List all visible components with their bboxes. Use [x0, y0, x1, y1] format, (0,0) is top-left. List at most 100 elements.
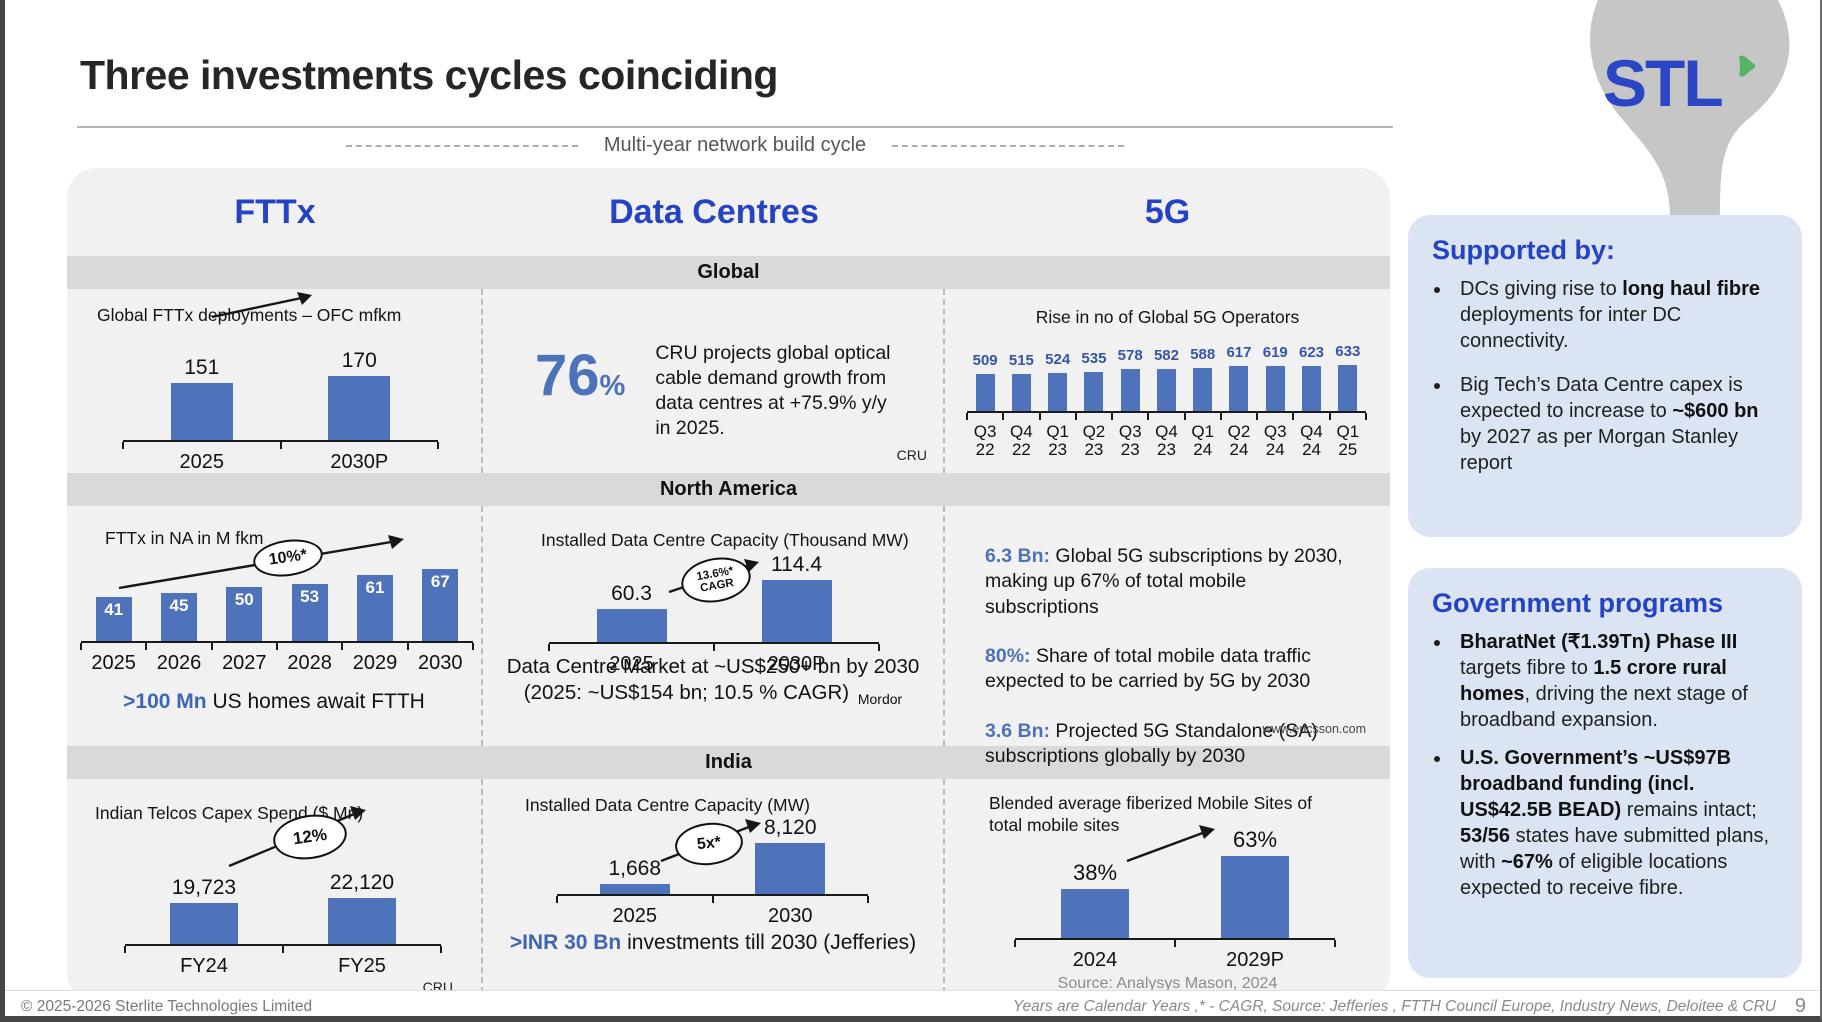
- source-label: Source: Analysys Mason, 2024: [1057, 975, 1278, 992]
- chart-title: Installed Data Centre Capacity (MW): [525, 795, 810, 815]
- india-dc-capacity-chart: 1,668 8,120 2025 2030: [556, 815, 869, 928]
- x-axis-label: Q4 22: [1010, 422, 1033, 460]
- bars-area: 19,723 22,120: [125, 871, 441, 944]
- x-axis-label: Q3 22: [973, 422, 997, 460]
- trend-arrow: [211, 292, 312, 319]
- x-axis-label: Q4 24: [1300, 422, 1323, 460]
- cell-note: Data Centre Market at ~US$250+ bn by 203…: [506, 655, 920, 704]
- bar: 53: [291, 584, 328, 641]
- x-axis: [80, 641, 474, 651]
- cell-na-fttx: FTTx in NA in M fkm 41 45 50 53 61 67 2025 202…: [67, 506, 483, 746]
- x-axis-label: 2027: [222, 652, 267, 674]
- text-segment: targets fibre to: [1460, 657, 1594, 679]
- cell-na-5g: 6.3 Bn: Global 5G subscriptions by 2030,…: [945, 506, 1390, 767]
- bars-area: 38% 63%: [1015, 827, 1335, 938]
- x-axis-label: 2025: [609, 653, 654, 675]
- bar-group: 45: [146, 592, 211, 641]
- bar: [1193, 368, 1213, 411]
- bar-value-label: 578: [1117, 347, 1143, 364]
- bar: [596, 609, 667, 642]
- text-segment: , driving the next stage of broadband ex…: [1460, 683, 1748, 731]
- 5g-stat-traffic: 80%: Share of total mobile data traffic …: [985, 644, 1353, 695]
- footer: © 2025-2026 Sterlite Technologies Limite…: [5, 990, 1820, 1016]
- stat-description: CRU projects global optical cable demand…: [655, 342, 891, 439]
- bar-value-label: 515: [1008, 351, 1034, 369]
- band-india: India: [67, 746, 1390, 779]
- bars-area: 41 45 50 53 61 67: [81, 569, 473, 641]
- bar: [1120, 369, 1140, 411]
- bar-group: 535: [1076, 350, 1112, 411]
- cell-india-data-centres: Installed Data Centre Capacity (MW) 1,66…: [483, 779, 945, 1003]
- column-header-5g: 5G: [1144, 192, 1191, 231]
- bar-group: 617: [1221, 344, 1257, 411]
- x-axis-label: Q4 23: [1155, 422, 1178, 460]
- government-programs-title: Government programs: [1432, 588, 1724, 618]
- text-segment: 1.5 crore rural homes: [1460, 657, 1727, 705]
- build-cycle-header: Multi-year network build cycle: [77, 134, 1393, 157]
- x-axis: [122, 440, 439, 450]
- bar: [1338, 365, 1358, 411]
- text-segment: Projected 5G Standalone (SA) subscriptio…: [985, 719, 1318, 768]
- text-segment: Global 5G subscriptions by 2030, making …: [985, 545, 1343, 618]
- x-axis: [548, 642, 880, 652]
- cell-note: >INR 30 Bn investments till 2030 (Jeffer…: [483, 931, 943, 955]
- x-axis-labels: 2025 2030P: [123, 451, 438, 474]
- bar-group: 578: [1112, 347, 1148, 411]
- na-fttx-chart: 41 45 50 53 61 67 2025 2026 2027 2028 2029 2030: [80, 569, 474, 675]
- x-axis-label: Q3 23: [1118, 422, 1142, 460]
- bullet-item: U.S. Government’s ~US$97B broadband fund…: [1452, 745, 1778, 901]
- bar: [1156, 368, 1176, 411]
- x-axis: [1014, 938, 1336, 948]
- bar-value-label: 535: [1081, 350, 1107, 368]
- bar: 61: [356, 575, 393, 641]
- bar: [1265, 366, 1285, 411]
- bar: 50: [226, 587, 263, 641]
- logo-swoosh-shape: [1590, 0, 1790, 218]
- cell-note: >100 Mn US homes await FTTH: [67, 690, 481, 714]
- bar: [170, 903, 238, 944]
- global-5g-operators-chart: 509 515 524 535 578 582 588 617 619 623 633 Q3 22 Q4…: [966, 339, 1367, 460]
- text-segment: >100 Mn: [123, 690, 207, 713]
- bar-value-label: 170: [341, 349, 377, 372]
- bar-value-label: 633: [1335, 343, 1361, 360]
- stat-number: 76: [535, 343, 600, 408]
- text-segment: remains intact;: [1621, 799, 1757, 821]
- bar: [1048, 372, 1068, 411]
- x-axis: [124, 944, 442, 954]
- text-segment: US homes await FTTH: [206, 690, 425, 713]
- stat-unit: %: [599, 370, 626, 402]
- main-panel: FTTx Data Centres 5G Global Global FTTx …: [67, 168, 1390, 1003]
- logo-chevron-icon: [1739, 55, 1756, 77]
- bar: [755, 843, 826, 894]
- text-segment: BharatNet (₹1.39Tn) Phase III: [1460, 631, 1738, 653]
- x-axis-label: 2024: [1072, 949, 1118, 971]
- bar-group: 582: [1148, 347, 1184, 411]
- government-programs-list: BharatNet (₹1.39Tn) Phase III targets fi…: [1432, 629, 1778, 901]
- x-axis-label: Q3 24: [1263, 422, 1287, 460]
- bar: [170, 383, 233, 440]
- row-global: Global FTTx deployments – OFC mfkm 151 17…: [67, 289, 1390, 473]
- bar: [599, 883, 670, 894]
- bar-group: 22,120: [283, 871, 441, 944]
- bars-area: 509 515 524 535 578 582 588 617 619 623 633: [967, 343, 1366, 411]
- government-programs-box: Government programs BharatNet (₹1.39Tn) …: [1408, 568, 1802, 978]
- x-axis-label: 2025: [91, 652, 136, 674]
- 5g-stat-subscriptions: 6.3 Bn: Global 5G subscriptions by 2030,…: [985, 544, 1353, 620]
- bar-group: 41: [81, 596, 146, 641]
- text-segment: 6.3 Bn:: [985, 545, 1051, 567]
- bar-group: 633: [1330, 343, 1366, 411]
- bar-group: 515: [1003, 352, 1039, 411]
- bar: [1011, 373, 1031, 411]
- x-axis-label: 2025: [179, 451, 225, 473]
- bullet-item: DCs giving rise to long haul fibre deplo…: [1452, 276, 1778, 354]
- bar: [328, 898, 396, 944]
- bullet-item: Big Tech’s Data Centre capex is expected…: [1452, 372, 1778, 476]
- bar: [1084, 372, 1104, 411]
- supported-by-box: Supported by: DCs giving rise to long ha…: [1408, 215, 1802, 537]
- x-axis-label: Q1 23: [1046, 422, 1069, 460]
- stl-logo: STL: [1603, 50, 1783, 140]
- bar-group: 8,120: [713, 816, 869, 894]
- cell-na-data-centres: Installed Data Centre Capacity (Thousand…: [483, 506, 945, 746]
- supported-by-list: DCs giving rise to long haul fibre deplo…: [1432, 276, 1778, 476]
